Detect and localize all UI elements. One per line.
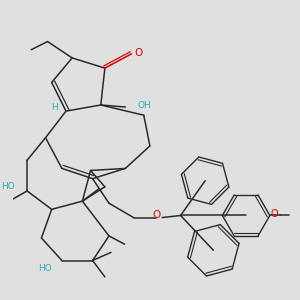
Text: H: H <box>51 103 58 112</box>
Text: O: O <box>135 48 143 58</box>
Text: OH: OH <box>138 101 152 110</box>
Text: O: O <box>271 209 279 219</box>
Text: HO: HO <box>38 264 52 273</box>
Text: HO: HO <box>1 182 15 191</box>
Text: O: O <box>153 211 161 220</box>
